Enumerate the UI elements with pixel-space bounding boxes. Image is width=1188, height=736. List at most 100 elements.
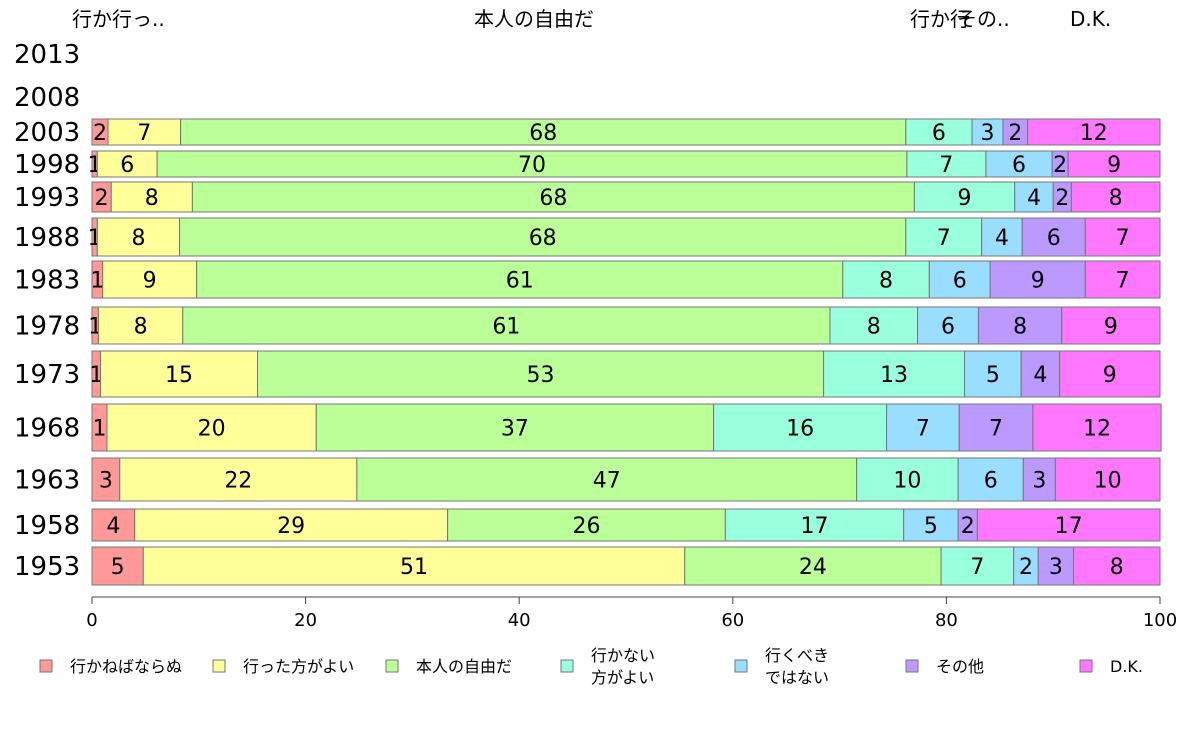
bar-value-label: 7 — [916, 417, 930, 442]
bar-segment — [156, 150, 908, 178]
bar-value-label: 8 — [867, 315, 881, 340]
bar-segment — [1027, 118, 1161, 146]
legend-label: 行くべき — [765, 646, 829, 665]
bar-segment — [182, 306, 831, 345]
year-label: 1953 — [14, 552, 80, 582]
bar-value-label: 26 — [572, 514, 600, 539]
bar-value-label: 7 — [937, 226, 951, 251]
x-tick-label: 0 — [86, 610, 97, 631]
bar-segment — [1072, 546, 1161, 586]
bar-value-label: 9 — [1031, 269, 1045, 294]
bar-segment — [903, 508, 959, 542]
bar-segment — [1022, 457, 1056, 502]
x-tick-label: 60 — [721, 610, 744, 631]
x-tick-label: 20 — [294, 610, 317, 631]
bar-value-label: 4 — [1033, 363, 1047, 388]
bar-value-label: 8 — [1110, 555, 1124, 580]
bar-value-label: 2 — [95, 186, 109, 211]
bar-value-label: 6 — [953, 269, 967, 294]
bar-value-label: 61 — [506, 269, 534, 294]
year-label: 1983 — [14, 266, 80, 296]
bar-segment — [1061, 306, 1161, 345]
bar-segment — [1054, 457, 1161, 502]
bar-value-label: 22 — [224, 469, 252, 494]
legend-swatch — [212, 659, 226, 673]
legend-label: ではない — [765, 668, 829, 687]
bar-value-label: 51 — [400, 555, 428, 580]
bar-segment — [191, 181, 915, 213]
header-label: 行か行 — [910, 7, 970, 31]
bar-segment — [1067, 150, 1161, 178]
x-tick-label: 40 — [508, 610, 531, 631]
bar-value-label: 37 — [501, 417, 529, 442]
bar-segment — [119, 457, 358, 502]
bar-segment — [102, 260, 198, 299]
year-label: 2013 — [14, 40, 80, 70]
bar-value-label: 9 — [1104, 315, 1118, 340]
bar-segment — [97, 306, 184, 345]
bar-segment — [110, 181, 193, 213]
year-label: 1963 — [14, 466, 80, 496]
bar-segment — [315, 403, 715, 452]
year-label: 1988 — [14, 223, 80, 253]
bar-value-label: 9 — [958, 186, 972, 211]
bar-value-label: 70 — [518, 153, 546, 178]
bar-value-label: 16 — [786, 417, 814, 442]
legend-swatch — [385, 659, 399, 673]
bar-segment — [447, 508, 726, 542]
bar-value-label: 8 — [879, 269, 893, 294]
bar-segment — [1084, 217, 1161, 257]
bar-value-label: 4 — [1027, 186, 1041, 211]
bar-segment — [1020, 350, 1061, 398]
bar-segment — [100, 350, 259, 398]
bar-segment — [1002, 118, 1029, 146]
bar-segment — [142, 546, 686, 586]
bar-value-label: 47 — [593, 469, 621, 494]
year-label: 1968 — [14, 414, 80, 444]
bar-segment — [957, 457, 1024, 502]
bar-segment — [96, 217, 181, 257]
header-label: D.K. — [1070, 7, 1111, 31]
bar-value-label: 13 — [880, 363, 908, 388]
bar-segment — [981, 217, 1023, 257]
x-axis: 0 20 40 60 80 100 — [86, 596, 1177, 631]
bar-segment — [196, 260, 844, 299]
bar-segment — [1084, 260, 1161, 299]
bar-value-label: 7 — [970, 555, 984, 580]
legend-label: その他 — [936, 657, 984, 676]
bar-value-label: 6 — [1047, 226, 1061, 251]
header-label: その.. — [957, 7, 1010, 31]
bar-value-label: 12 — [1080, 121, 1108, 146]
bar-value-label: 68 — [529, 121, 557, 146]
bar-value-label: 7 — [137, 121, 151, 146]
bar-value-label: 9 — [143, 269, 157, 294]
bar-value-label: 12 — [1083, 417, 1111, 442]
bar-value-label: 1 — [89, 363, 103, 388]
bar-value-label: 6 — [120, 153, 134, 178]
bar-value-label: 29 — [277, 514, 305, 539]
bar-segment — [1032, 403, 1162, 452]
legend-label: 行かない — [591, 646, 655, 665]
bar-segment — [1037, 546, 1074, 586]
bar-value-label: 7 — [989, 417, 1003, 442]
legend-swatch — [734, 659, 748, 673]
legend-swatch — [1079, 659, 1093, 673]
bar-value-label: 7 — [1116, 226, 1130, 251]
x-tick-label: 100 — [1143, 610, 1177, 631]
legend-label: D.K. — [1110, 657, 1143, 676]
year-label: 1973 — [14, 360, 80, 390]
legend-swatch — [39, 659, 53, 673]
year-label: 1958 — [14, 511, 80, 541]
legend-label: 行った方がよい — [243, 657, 354, 676]
bar-value-label: 4 — [995, 226, 1009, 251]
bar-value-label: 2 — [961, 514, 975, 539]
bar-segment — [958, 403, 1034, 452]
bar-value-label: 8 — [1109, 186, 1123, 211]
bar-value-label: 9 — [1107, 153, 1121, 178]
bar-value-label: 6 — [941, 315, 955, 340]
bar-segment — [1070, 181, 1161, 213]
